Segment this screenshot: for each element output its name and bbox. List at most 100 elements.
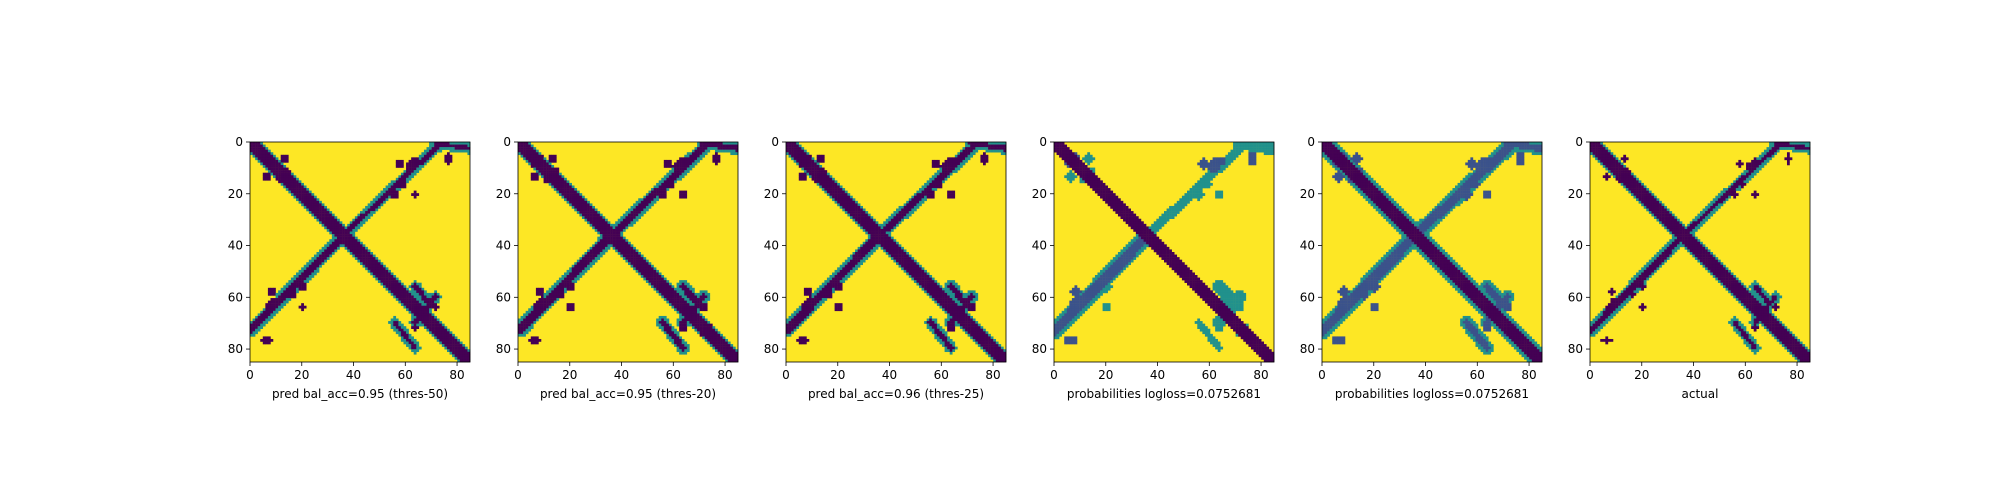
heatmap-cell: [459, 354, 463, 358]
heatmap-cell: [681, 159, 685, 163]
heatmap-cell: [681, 280, 685, 283]
heatmap-cell: [952, 344, 956, 347]
heatmap-cell: [803, 287, 807, 291]
heatmap-cell: [934, 326, 938, 329]
heatmap-cell: [255, 144, 258, 148]
heatmap-cell: [446, 154, 450, 158]
heatmap-cell: [985, 157, 989, 161]
heatmap-cell: [301, 185, 304, 189]
heatmap-cell: [944, 298, 948, 301]
heatmap-cell: [890, 221, 894, 225]
heatmap-cell: [988, 346, 991, 350]
heatmap-cell: [255, 315, 258, 319]
heatmap-cell: [722, 356, 726, 360]
heatmap-cell: [523, 154, 526, 158]
heatmap-cell: [906, 257, 910, 260]
heatmap-cell: [581, 262, 585, 266]
heatmap-cell: [426, 295, 430, 299]
heatmap-cell: [459, 351, 463, 355]
heatmap-cell: [260, 323, 264, 327]
heatmap-cell: [587, 208, 590, 212]
x-axis-label: pred bal_acc=0.96 (thres-25): [808, 387, 984, 401]
heatmap-cell: [855, 259, 858, 263]
heatmap-cell: [533, 165, 537, 168]
heatmap-cell: [679, 172, 682, 176]
heatmap-cell: [1220, 167, 1224, 171]
heatmap-cell: [730, 359, 734, 363]
heatmap-cell: [561, 182, 565, 186]
heatmap-cell: [411, 295, 414, 299]
heatmap-cell: [855, 200, 858, 204]
heatmap-cell: [965, 157, 968, 161]
heatmap-cell: [365, 246, 368, 250]
heatmap-cell: [408, 321, 412, 324]
heatmap-cell: [553, 167, 557, 171]
heatmap-cell: [844, 272, 848, 276]
heatmap-cell: [1222, 157, 1226, 161]
heatmap-cell: [811, 162, 815, 166]
heatmap-cell: [926, 285, 930, 289]
heatmap-cell: [553, 172, 557, 176]
heatmap-cell: [908, 211, 912, 214]
heatmap-cell: [270, 338, 274, 342]
heatmap-cell: [852, 264, 856, 268]
heatmap-cell: [993, 144, 997, 148]
heatmap-cell: [1056, 152, 1060, 156]
heatmap-cell: [551, 182, 555, 186]
heatmap-cell: [579, 267, 583, 271]
heatmap-cell: [885, 244, 889, 248]
heatmap-cell: [674, 333, 677, 337]
heatmap-cell: [913, 277, 917, 281]
heatmap-cell: [628, 244, 631, 248]
heatmap-cell: [816, 167, 820, 171]
heatmap-cell: [679, 336, 682, 340]
heatmap-cell: [801, 318, 805, 322]
heatmap-cell: [814, 167, 817, 171]
heatmap-cell: [321, 257, 325, 260]
heatmap-cell: [459, 344, 463, 347]
heatmap-cell: [819, 303, 823, 306]
heatmap-cell: [993, 341, 997, 345]
heatmap-cell: [714, 159, 718, 163]
heatmap-cell: [890, 254, 894, 258]
heatmap-cell: [814, 177, 817, 181]
heatmap-cell: [1245, 147, 1249, 150]
heatmap-cell: [913, 198, 917, 202]
heatmap-cell: [939, 167, 943, 171]
heatmap-cell: [406, 303, 409, 306]
heatmap-cell: [1066, 149, 1070, 153]
heatmap-cell: [666, 318, 670, 322]
heatmap-cell: [796, 310, 800, 314]
heatmap-cell: [658, 190, 662, 194]
heatmap-cell: [985, 349, 989, 353]
heatmap-cell: [426, 159, 430, 163]
heatmap-cell: [311, 267, 315, 271]
heatmap-cell: [336, 231, 340, 235]
heatmap-cell: [947, 285, 950, 289]
heatmap-cell: [449, 144, 453, 148]
heatmap-cell: [457, 338, 461, 342]
heatmap-cell: [814, 303, 817, 306]
heatmap-cell: [730, 142, 734, 145]
heatmap-cell: [786, 323, 789, 327]
heatmap-cell: [967, 308, 971, 312]
heatmap-cell: [1003, 149, 1007, 153]
heatmap-cell: [436, 338, 440, 342]
heatmap-cell: [998, 147, 1002, 150]
heatmap-cell: [354, 228, 358, 232]
heatmap-cell: [569, 193, 572, 196]
heatmap-cell: [326, 208, 330, 212]
heatmap-cell: [638, 213, 642, 217]
heatmap-cell: [722, 346, 726, 350]
heatmap-cell: [566, 200, 570, 204]
heatmap-cell: [901, 254, 904, 258]
heatmap-cell: [694, 310, 698, 314]
heatmap-cell: [589, 257, 593, 260]
heatmap-cell: [653, 280, 657, 283]
heatmap-cell: [283, 175, 287, 179]
heatmap-cell: [926, 275, 930, 278]
heatmap-cell: [604, 236, 608, 240]
heatmap-cell: [967, 300, 971, 304]
heatmap-cell: [571, 285, 575, 289]
heatmap-cell: [1210, 165, 1213, 168]
